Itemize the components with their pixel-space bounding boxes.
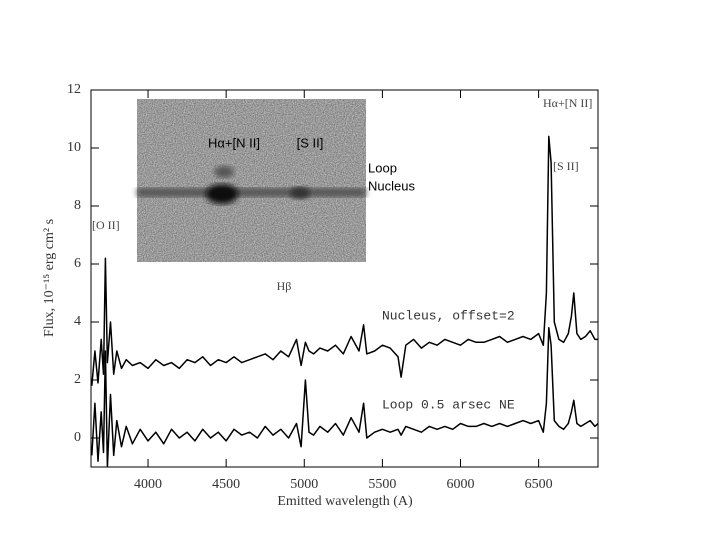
series-label: Loop 0.5 arsec NE: [382, 397, 515, 412]
y-tick-label: 8: [74, 198, 81, 213]
x-tick-label: 4000: [134, 477, 162, 492]
x-tick-label: 4500: [212, 477, 240, 492]
annotation: [S II]: [553, 159, 579, 173]
inset-noise: [137, 99, 366, 262]
inset-label: Loop: [368, 160, 397, 175]
annotation: Hβ: [277, 279, 292, 293]
spectrum-line: [91, 327, 598, 467]
x-tick-label: 5500: [368, 477, 396, 492]
inset-blob: [290, 187, 310, 199]
spectrum-line: [91, 135, 598, 386]
x-tick-label: 6000: [447, 477, 475, 492]
y-tick-label: 10: [67, 140, 81, 155]
inset-label: Hα+[N II]: [208, 135, 260, 150]
inset-image: Hα+[N II] [S II] Loop Nucleus: [137, 99, 415, 262]
y-tick-label: 2: [74, 372, 81, 387]
inset-band: [137, 188, 366, 197]
series-label: Nucleus, offset=2: [382, 308, 515, 323]
x-tick-label: 5000: [290, 477, 318, 492]
x-axis-label: Emitted wavelength (A): [277, 494, 413, 509]
annotation: Hα+[N II]: [543, 96, 592, 110]
y-axis-label: Flux, 10⁻¹⁵ erg cm² s: [42, 219, 57, 337]
y-tick-label: 12: [67, 82, 81, 97]
y-tick-label: 4: [74, 314, 81, 329]
y-tick-label: 0: [74, 430, 81, 445]
inset-label: Nucleus: [368, 178, 415, 193]
inset-blob: [206, 184, 238, 204]
inset-blob: [214, 166, 234, 178]
inset-label: [S II]: [297, 135, 324, 150]
annotation: [O II]: [92, 218, 120, 232]
plot-frame: [90, 89, 599, 468]
y-tick-label: 6: [74, 256, 81, 271]
x-tick-label: 6500: [525, 477, 553, 492]
